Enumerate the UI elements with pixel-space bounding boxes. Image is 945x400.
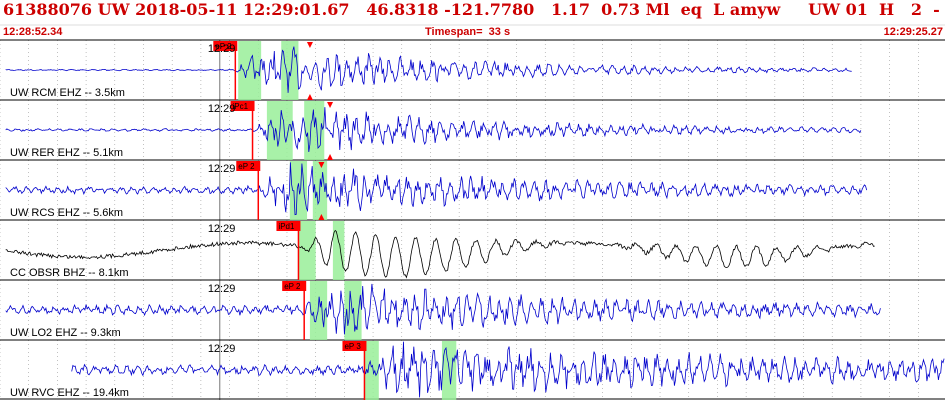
pick-tag bbox=[342, 341, 367, 351]
s-pick-marker bbox=[318, 162, 325, 168]
waveform-trace bbox=[5, 283, 881, 335]
arrival-band bbox=[281, 41, 299, 100]
minute-label: 12:29 bbox=[208, 103, 236, 115]
waveform-trace bbox=[5, 162, 868, 216]
pick-label: eP 2 bbox=[215, 42, 232, 51]
pick-label: eP 2 bbox=[284, 282, 301, 291]
end-time: 12:29:25.27 bbox=[883, 26, 943, 38]
station-label: UW RER EHZ -- 5.1km bbox=[10, 147, 123, 159]
pick-label: iPd1 bbox=[278, 222, 295, 231]
waveform-trace bbox=[71, 341, 945, 398]
s-pick-marker bbox=[306, 42, 313, 48]
pick-tag bbox=[282, 281, 307, 291]
waveform-trace bbox=[5, 107, 862, 153]
s-pick-marker bbox=[327, 102, 334, 108]
minute-label: 12:29 bbox=[208, 223, 236, 235]
arrival-band bbox=[309, 281, 328, 340]
station-label: UW RCM EHZ -- 3.5km bbox=[10, 87, 125, 99]
arrival-band bbox=[304, 101, 325, 160]
event-summary: 61388076 UW 2018-05-11 12:29:01.67 46.83… bbox=[3, 0, 940, 19]
s-pick-marker bbox=[306, 94, 313, 100]
station-label: UW RCS EHZ -- 5.6km bbox=[10, 207, 123, 219]
pick-tag bbox=[276, 221, 301, 231]
pick-label: eP 2 bbox=[238, 162, 255, 171]
arrival-band bbox=[238, 41, 262, 100]
pick-label: eP 3 bbox=[344, 342, 361, 351]
station-label: UW RVC EHZ -- 19.4km bbox=[10, 387, 129, 399]
pick-label: iPc1 bbox=[233, 102, 249, 111]
arrival-band bbox=[364, 341, 379, 400]
minute-label: 12:29 bbox=[208, 163, 236, 175]
start-time: 12:28:52.34 bbox=[3, 26, 63, 38]
timespan-label: Timespan= 33 s bbox=[425, 26, 511, 38]
pick-tag bbox=[213, 41, 238, 51]
pick-tag bbox=[230, 101, 255, 111]
event-header: 61388076 UW 2018-05-11 12:29:01.67 46.83… bbox=[0, 0, 945, 25]
arrival-band bbox=[332, 221, 345, 280]
minute-label: 12:29 bbox=[208, 283, 236, 295]
minute-label: 12:29 bbox=[208, 343, 236, 355]
station-label: CC OBSR BHZ -- 8.1km bbox=[10, 267, 129, 279]
waveform-trace bbox=[5, 229, 875, 279]
s-pick-marker bbox=[327, 154, 334, 160]
waveform-trace bbox=[5, 46, 852, 93]
s-pick-marker bbox=[318, 214, 325, 220]
minute-label: 12:29 bbox=[208, 43, 236, 55]
pick-tag bbox=[236, 161, 261, 171]
station-label: UW LO2 EHZ -- 9.3km bbox=[10, 327, 121, 339]
